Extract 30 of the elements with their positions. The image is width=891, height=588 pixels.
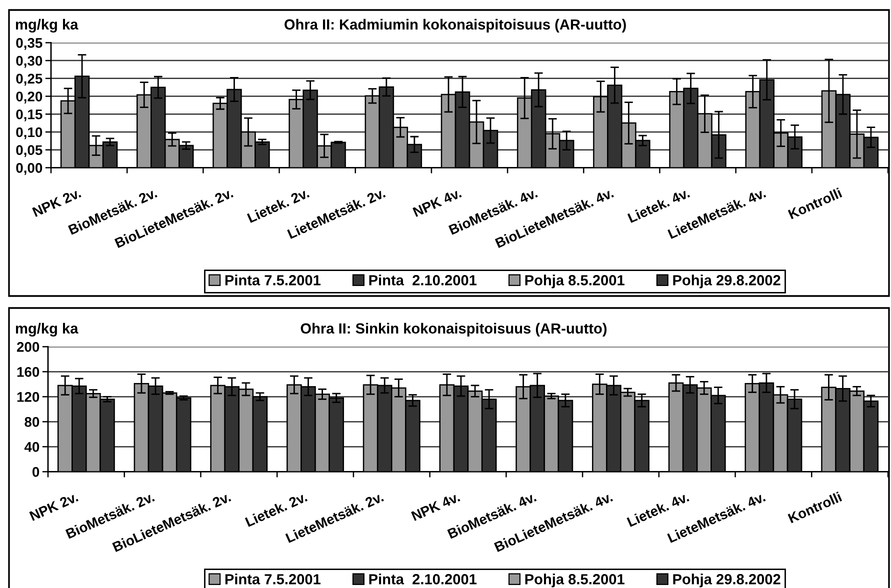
legend-label: Pohja 29.8.2002	[673, 274, 780, 288]
legend-label: Pohja 8.5.2001	[525, 574, 624, 588]
y-tick-label: 80	[24, 417, 40, 427]
chart-title: Ohra II: Sinkin kokonaispitoisuus (AR-uutto)	[300, 322, 607, 336]
y-tick-label: 0	[32, 467, 40, 477]
y-tick-label: 40	[24, 442, 40, 452]
x-tick-label: NPK 4v.	[411, 492, 460, 521]
y-tick-label: 0,35	[16, 38, 42, 50]
y-tick-label: 0,30	[16, 56, 42, 68]
y-tick-label: 200	[16, 342, 40, 352]
x-tick-label: Lietek. 4v.	[626, 492, 690, 527]
legend-label: Pinta 2.10.2001	[369, 274, 477, 286]
y-axis-title: mg/kg ka	[16, 18, 78, 33]
y-tick-label: 0,05	[16, 145, 42, 158]
chart-title: Ohra II: Kadmiumin kokonaispitoisuus (AR-uutto)	[284, 18, 626, 32]
x-tick-label: Lietek. 4v.	[627, 188, 690, 223]
legend-label: Pohja 29.8.2002	[673, 574, 780, 588]
legend-label: Pinta 7.5.2001	[225, 274, 321, 286]
y-tick-label: 0,25	[16, 74, 42, 86]
legend-label: Pohja 8.5.2001	[525, 274, 624, 288]
y-tick-label: 120	[17, 392, 40, 402]
y-tick-label: 160	[17, 367, 40, 377]
y-tick-label: 0,00	[16, 163, 42, 175]
legend-label: Pinta 2.10.2001	[369, 574, 477, 584]
y-axis-title: mg/kg ka	[16, 322, 78, 337]
y-tick-label: 0,20	[16, 92, 42, 104]
y-tick-label: 0,15	[16, 109, 42, 122]
y-tick-label: 0,10	[16, 127, 42, 140]
x-tick-label: NPK 4v.	[412, 188, 462, 217]
legend-label: Pinta 7.5.2001	[225, 574, 321, 584]
